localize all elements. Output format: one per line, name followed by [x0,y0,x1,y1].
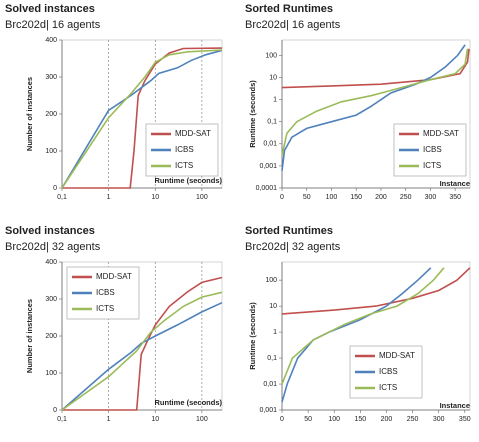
x-tick-label: 150 [354,416,366,423]
y-tick-label: 10 [269,303,277,310]
series-line [281,44,466,171]
x-tick-label: 0,1 [57,416,67,423]
y-tick-label: 300 [45,74,57,81]
legend-label: ICTS [423,161,441,170]
chart-subtitle: Brc202d| 32 agents [5,241,101,253]
x-tick-label: 1 [107,194,111,201]
y-axis-label: Number of instances [25,77,34,151]
y-tick-label: 200 [45,111,57,118]
y-tick-label: 0,1 [267,119,277,126]
y-tick-label: 0,01 [263,141,277,148]
y-tick-label: 1 [273,329,277,336]
x-tick-label: 350 [449,194,461,201]
x-tick-label: 100 [196,194,208,201]
legend-label: MDD-SAT [96,272,132,281]
legend-label: ICBS [423,145,442,154]
x-tick-label: 250 [407,416,419,423]
legend-label: ICBS [96,288,115,297]
y-tick-label: 100 [265,277,277,284]
x-tick-label: 0 [280,194,284,201]
series-line [281,267,471,315]
x-tick-label: 50 [303,194,311,201]
x-tick-label: 350 [459,416,471,423]
legend-label: MDD-SAT [175,129,211,138]
x-tick-label: 0,1 [57,194,67,201]
x-tick-label: 100 [326,194,338,201]
y-tick-label: 300 [45,296,57,303]
legend-label: ICBS [379,367,398,376]
legend-label: ICTS [379,383,397,392]
x-tick-label: 1 [107,416,111,423]
chart-subtitle: Brc202d| 32 agents [245,241,341,253]
x-tick-label: 0 [280,416,284,423]
y-tick-label: 100 [265,52,277,59]
series-line [62,47,223,189]
series-line [281,48,469,156]
x-axis-label: Instance [440,179,470,188]
series-line [61,291,223,411]
y-tick-label: 10 [269,74,277,81]
x-tick-label: 50 [304,416,312,423]
y-tick-label: 1 [273,96,277,103]
y-tick-label: 0,001 [259,163,277,170]
x-tick-label: 10 [151,416,159,423]
legend-label: ICBS [175,145,194,154]
x-tick-label: 100 [196,416,208,423]
legend-label: MDD-SAT [423,129,459,138]
y-axis-label: Runtime (seconds) [248,302,257,370]
series-line [281,267,445,385]
legend-label: ICTS [175,161,193,170]
legend-label: MDD-SAT [379,351,415,360]
y-tick-label: 100 [45,370,57,377]
chart-title: Sorted Runtimes [245,225,333,237]
x-tick-label: 300 [433,416,445,423]
x-axis-label: Instance [440,401,470,410]
series-line [61,49,223,189]
y-tick-label: 0,01 [263,381,277,388]
x-tick-label: 300 [425,194,437,201]
y-tick-label: 400 [45,259,57,266]
y-tick-label: 0,0001 [256,185,278,192]
y-tick-label: 400 [45,37,57,44]
series-line [61,49,223,189]
x-axis-label: Runtime (seconds) [154,176,222,185]
series-line [62,276,223,411]
series-line [281,48,470,89]
chart-title: Solved instances [5,225,95,237]
y-tick-label: 100 [45,148,57,155]
x-tick-label: 150 [350,194,362,201]
chart-title: Solved instances [5,3,95,15]
series-line [61,301,223,411]
x-axis-label: Runtime (seconds) [154,398,222,407]
y-tick-label: 0,1 [267,355,277,362]
y-tick-label: 0,001 [259,407,277,414]
series-line [281,267,432,403]
x-tick-label: 100 [328,416,340,423]
legend-label: ICTS [96,304,114,313]
x-tick-label: 250 [400,194,412,201]
x-tick-label: 10 [151,194,159,201]
chart-subtitle: Brc202d| 16 agents [5,19,101,31]
y-tick-label: 200 [45,333,57,340]
x-tick-label: 200 [375,194,387,201]
y-tick-label: 0 [53,185,57,192]
chart-subtitle: Brc202d| 16 agents [245,19,341,31]
y-tick-label: 0 [53,407,57,414]
y-axis-label: Number of instances [25,299,34,373]
x-tick-label: 200 [381,416,393,423]
y-axis-label: Runtime (seconds) [248,80,257,148]
chart-title: Sorted Runtimes [245,3,333,15]
